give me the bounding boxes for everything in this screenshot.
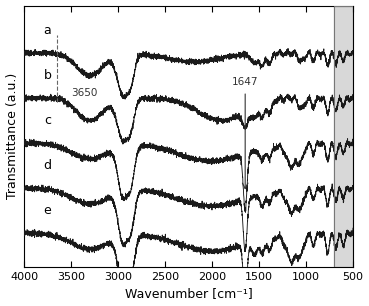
Text: 1647: 1647 [232,77,258,87]
Text: a: a [44,24,51,37]
Text: c: c [44,114,51,127]
Text: d: d [44,159,52,172]
Bar [334,6,353,267]
Text: e: e [44,204,51,218]
Y-axis label: Transmittance (a.u.): Transmittance (a.u.) [6,73,18,200]
Text: 3650: 3650 [71,88,97,98]
Text: b: b [44,69,52,82]
X-axis label: Wavenumber [cm⁻¹]: Wavenumber [cm⁻¹] [125,287,252,300]
Bar [334,6,353,267]
